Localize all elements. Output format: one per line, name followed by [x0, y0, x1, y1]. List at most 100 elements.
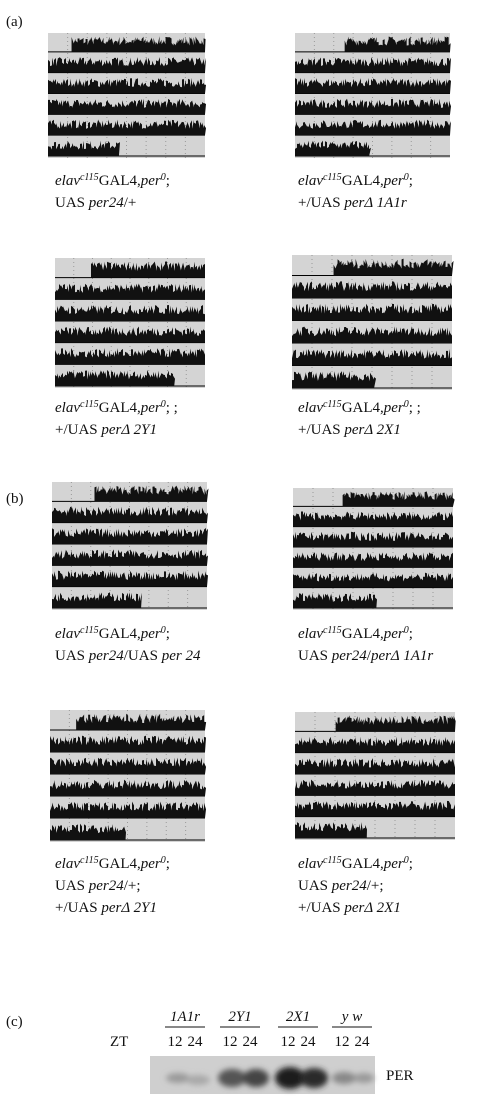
caption-text: +/UAS: [55, 900, 101, 916]
time-label: 24: [188, 1034, 204, 1050]
caption-text: ;: [409, 856, 413, 872]
actogram: [52, 482, 208, 610]
caption-text: c115: [80, 855, 99, 866]
caption-text: GAL4,: [99, 856, 141, 872]
actogram: [295, 33, 451, 158]
caption-text: elav: [55, 856, 80, 872]
band: [332, 1072, 356, 1084]
caption-text: per24: [88, 648, 124, 664]
caption-text: /UAS: [124, 648, 162, 664]
actogram: [295, 712, 456, 840]
caption-text: per: [140, 856, 161, 872]
caption-text: GAL4,: [342, 173, 384, 189]
time-label: 24: [355, 1034, 371, 1050]
caption-text: ;: [166, 173, 170, 189]
caption-text: UAS: [55, 195, 89, 211]
caption-text: GAL4,: [99, 626, 141, 642]
caption-text: GAL4,: [99, 400, 141, 416]
caption-text: +/UAS: [298, 195, 344, 211]
caption-line: +/UAS perΔ 2X1: [298, 422, 401, 438]
lane-label: 2Y1: [228, 1009, 251, 1025]
figure: (a) (b) (c) PER ZT elavc115GAL4,per0;UAS…: [0, 0, 498, 1110]
time-label: 12: [335, 1034, 350, 1050]
time-label: 24: [301, 1034, 317, 1050]
caption-text: +/UAS: [55, 422, 101, 438]
caption-text: UAS: [55, 648, 89, 664]
caption-line: elavc115GAL4,per0; ;: [55, 399, 178, 417]
caption-text: per: [383, 626, 404, 642]
band: [300, 1068, 328, 1088]
panel-label: (a): [6, 14, 23, 30]
zt-label: ZT: [110, 1034, 128, 1050]
lane-label: 2X1: [286, 1009, 310, 1025]
caption-text: per: [140, 173, 161, 189]
caption-text: per: [383, 173, 404, 189]
caption-line: elavc115GAL4,per0;: [298, 172, 413, 190]
caption-text: ; ;: [166, 400, 178, 416]
caption-line: elavc115GAL4,per0;: [55, 855, 170, 873]
caption-line: +/UAS perΔ 2X1: [298, 900, 401, 916]
caption-text: c115: [323, 855, 342, 866]
caption-text: perΔ 1A1r: [343, 195, 406, 211]
caption-text: ;: [409, 173, 413, 189]
caption-text: c115: [80, 625, 99, 636]
caption-text: UAS: [298, 878, 332, 894]
caption-text: /+;: [124, 878, 141, 894]
caption-text: elav: [298, 626, 323, 642]
band: [243, 1069, 269, 1087]
band: [218, 1069, 246, 1087]
caption-text: +/UAS: [298, 900, 344, 916]
caption-text: c115: [80, 399, 99, 410]
caption-text: perΔ 2X1: [343, 422, 400, 438]
caption-text: per24: [88, 195, 124, 211]
caption-line: elavc115GAL4,per0;: [55, 625, 170, 643]
caption-text: elav: [55, 173, 80, 189]
caption-line: UAS per24/+;: [55, 878, 141, 894]
band: [354, 1073, 374, 1083]
caption-line: UAS per24/+: [55, 195, 136, 211]
caption-line: UAS per24/UAS per 24: [55, 648, 201, 664]
caption-text: c115: [323, 172, 342, 183]
lane-label: y w: [340, 1009, 362, 1025]
caption-text: GAL4,: [342, 400, 384, 416]
caption-text: per24: [88, 878, 124, 894]
caption-line: UAS per24/+;: [298, 878, 384, 894]
caption-text: c115: [323, 625, 342, 636]
band-label: PER: [386, 1068, 414, 1084]
caption-text: perΔ 1A1r: [370, 648, 433, 664]
time-label: 12: [281, 1034, 296, 1050]
time-label: 12: [223, 1034, 238, 1050]
activity: [52, 507, 208, 523]
band: [186, 1075, 210, 1085]
caption-text: elav: [298, 173, 323, 189]
caption-text: GAL4,: [342, 856, 384, 872]
caption-text: per: [140, 400, 161, 416]
caption-line: UAS per24/perΔ 1A1r: [298, 648, 433, 664]
caption-text: elav: [298, 856, 323, 872]
caption-text: per: [383, 856, 404, 872]
caption-text: per 24: [161, 648, 201, 664]
actogram: [55, 258, 205, 388]
actogram: [292, 255, 454, 390]
actogram: [293, 488, 455, 610]
caption-text: +/UAS: [298, 422, 344, 438]
caption-text: elav: [55, 626, 80, 642]
caption-line: +/UAS perΔ 2Y1: [55, 900, 157, 916]
lane-label: 1A1r: [170, 1009, 200, 1025]
actogram: [50, 710, 206, 842]
caption-text: /+;: [367, 878, 384, 894]
caption-text: UAS: [55, 878, 89, 894]
caption-text: c115: [80, 172, 99, 183]
actogram: [48, 33, 206, 158]
panel-label: (c): [6, 1014, 23, 1030]
caption-line: elavc115GAL4,per0;: [298, 625, 413, 643]
time-label: 12: [168, 1034, 183, 1050]
caption-line: +/UAS perΔ 2Y1: [55, 422, 157, 438]
caption-text: ; ;: [409, 400, 421, 416]
caption-line: elavc115GAL4,per0; ;: [298, 399, 421, 417]
caption-text: c115: [323, 399, 342, 410]
caption-line: elavc115GAL4,per0;: [55, 172, 170, 190]
caption-text: /+: [124, 195, 137, 211]
activity: [293, 572, 453, 587]
caption-text: per: [383, 400, 404, 416]
